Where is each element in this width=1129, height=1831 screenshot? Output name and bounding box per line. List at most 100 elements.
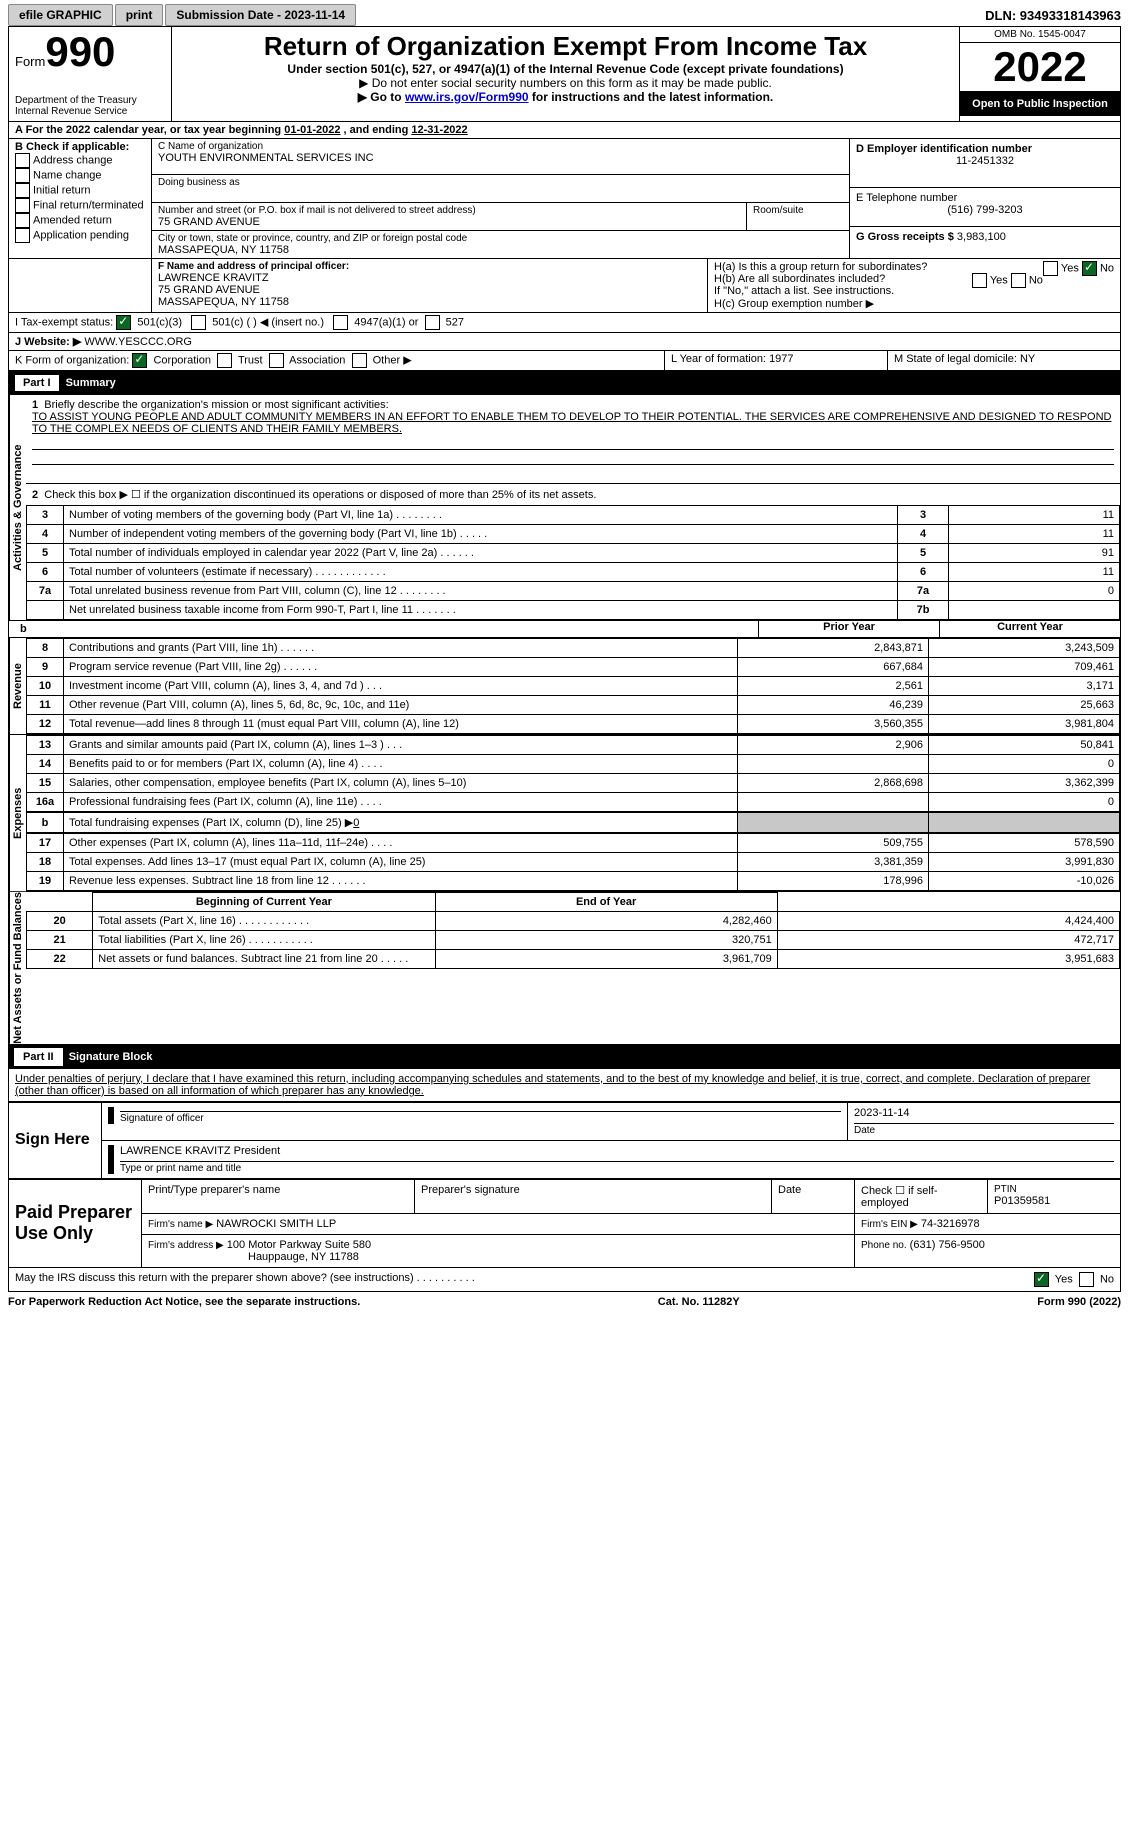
- type-name-label: Type or print name and title: [120, 1163, 241, 1174]
- firm-ein-label: Firm's EIN ▶: [861, 1219, 918, 1230]
- line-num: 17: [27, 834, 64, 853]
- line-num: 20: [27, 912, 93, 931]
- l1-label: Briefly describe the organization's miss…: [44, 399, 388, 411]
- current-value: 25,663: [929, 696, 1120, 715]
- pp-date-label: Date: [772, 1179, 855, 1213]
- prior-value: 2,561: [738, 677, 929, 696]
- exp-b-pre: Total fundraising expenses (Part IX, col…: [69, 817, 353, 829]
- current-value: -10,026: [929, 872, 1120, 891]
- goto-post: for instructions and the latest informat…: [529, 90, 774, 104]
- g-label: G Gross receipts $: [856, 231, 954, 243]
- declaration: Under penalties of perjury, I declare th…: [8, 1069, 1121, 1102]
- d-label: D Employer identification number: [856, 143, 1114, 155]
- expenses-table: 13 Grants and similar amounts paid (Part…: [26, 735, 1120, 812]
- line-num: 11: [27, 696, 64, 715]
- footer-left: For Paperwork Reduction Act Notice, see …: [8, 1296, 360, 1308]
- sig-officer-label: Signature of officer: [120, 1113, 204, 1124]
- current-value: 3,171: [929, 677, 1120, 696]
- line-text: Total number of individuals employed in …: [64, 544, 898, 563]
- prior-value: 4,282,460: [435, 912, 777, 931]
- b-addr-change: Address change: [33, 154, 113, 166]
- m-label: M State of legal domicile:: [894, 353, 1017, 365]
- year-formation: 1977: [769, 353, 793, 365]
- line-box: 7a: [898, 582, 949, 601]
- line-num: 15: [27, 774, 64, 793]
- current-value: 4,424,400: [777, 912, 1119, 931]
- line-text: Program service revenue (Part VIII, line…: [64, 658, 738, 677]
- k-other: Other ▶: [373, 354, 412, 366]
- goto-pre: ▶ Go to: [358, 90, 405, 104]
- a-calendar-year: A For the 2022 calendar year, or tax yea…: [8, 122, 1121, 139]
- org-name: YOUTH ENVIRONMENTAL SERVICES INC: [158, 152, 843, 164]
- irs-link[interactable]: www.irs.gov/Form990: [405, 90, 529, 104]
- line-text: Other revenue (Part VIII, column (A), li…: [64, 696, 738, 715]
- i-label: I Tax-exempt status:: [15, 316, 113, 328]
- line-box: 7b: [898, 601, 949, 620]
- part1-label: Part I: [14, 374, 60, 392]
- part2-label: Part II: [14, 1048, 63, 1066]
- date-label: Date: [854, 1125, 875, 1136]
- line-text: Net unrelated business taxable income fr…: [64, 601, 898, 620]
- prior-value: 2,906: [738, 736, 929, 755]
- dln-label: DLN: 93493318143963: [985, 8, 1121, 23]
- net-header-table: Beginning of Current Year End of Year 20…: [26, 892, 1120, 969]
- officer-name-title: LAWRENCE KRAVITZ President: [120, 1145, 1114, 1157]
- line-num: [27, 601, 64, 620]
- hb-label: H(b) Are all subordinates included?: [714, 273, 885, 285]
- discuss-text: May the IRS discuss this return with the…: [15, 1272, 1034, 1287]
- form-title: Return of Organization Exempt From Incom…: [178, 31, 953, 62]
- line-text: Net assets or fund balances. Subtract li…: [93, 950, 435, 969]
- k-trust: Trust: [238, 354, 263, 366]
- side-ag: Activities & Governance: [9, 395, 26, 620]
- tax-status-row: I Tax-exempt status: 501(c)(3) 501(c) ( …: [8, 313, 1121, 333]
- submission-date-button[interactable]: Submission Date - 2023-11-14: [165, 4, 356, 26]
- page-footer: For Paperwork Reduction Act Notice, see …: [8, 1292, 1121, 1312]
- line-text: Total revenue—add lines 8 through 11 (mu…: [64, 715, 738, 734]
- line-num: 21: [27, 931, 93, 950]
- line-value: 11: [949, 506, 1120, 525]
- line-num: 9: [27, 658, 64, 677]
- line-num: 8: [27, 639, 64, 658]
- tax-year: 2022: [960, 43, 1120, 92]
- i-4947: 4947(a)(1) or: [354, 316, 418, 328]
- net-col-header: Net Assets or Fund Balances Beginning of…: [8, 892, 1121, 1045]
- current-value: 3,991,830: [929, 853, 1120, 872]
- line-value: [949, 601, 1120, 620]
- city-value: MASSAPEQUA, NY 11758: [158, 244, 843, 256]
- officer-block: F Name and address of principal officer:…: [8, 259, 1121, 313]
- website-value: WWW.YESCCC.ORG: [84, 336, 192, 348]
- activities-governance-section: Activities & Governance 1 Briefly descri…: [8, 395, 1121, 621]
- dba-label: Doing business as: [158, 177, 843, 188]
- prior-value: 2,868,698: [738, 774, 929, 793]
- phone-value: (516) 799-3203: [856, 204, 1114, 216]
- line-box: 4: [898, 525, 949, 544]
- line-b: b: [20, 623, 27, 635]
- i-501c3: 501(c)(3): [137, 316, 182, 328]
- sign-here-block: Sign Here Signature of officer 2023-11-1…: [8, 1102, 1121, 1179]
- omb-label: OMB No. 1545-0047: [960, 27, 1120, 43]
- discuss-no: No: [1100, 1273, 1114, 1285]
- firm-name: NAWROCKI SMITH LLP: [216, 1218, 336, 1230]
- side-rev: Revenue: [9, 638, 26, 734]
- line-num: 7a: [27, 582, 64, 601]
- j-label: J Website: ▶: [15, 336, 81, 348]
- print-button[interactable]: print: [115, 4, 164, 26]
- expenses-b-row: b Total fundraising expenses (Part IX, c…: [26, 812, 1120, 833]
- city-label: City or town, state or province, country…: [158, 233, 843, 244]
- current-value: 0: [929, 793, 1120, 812]
- prior-value: 320,751: [435, 931, 777, 950]
- pp-name-label: Print/Type preparer's name: [142, 1179, 415, 1213]
- line-text: Number of voting members of the governin…: [64, 506, 898, 525]
- b-name-change: Name change: [33, 169, 102, 181]
- line-value: 11: [949, 563, 1120, 582]
- current-value: 3,362,399: [929, 774, 1120, 793]
- line-text: Benefits paid to or for members (Part IX…: [64, 755, 738, 774]
- line-num: 5: [27, 544, 64, 563]
- side-exp: Expenses: [9, 735, 26, 891]
- prior-value: 3,381,359: [738, 853, 929, 872]
- line-num: 18: [27, 853, 64, 872]
- expenses-table-2: 17 Other expenses (Part IX, column (A), …: [26, 833, 1120, 891]
- efile-button[interactable]: efile GRAPHIC: [8, 4, 113, 26]
- b-final: Final return/terminated: [33, 199, 144, 211]
- side-net: Net Assets or Fund Balances: [9, 892, 26, 1044]
